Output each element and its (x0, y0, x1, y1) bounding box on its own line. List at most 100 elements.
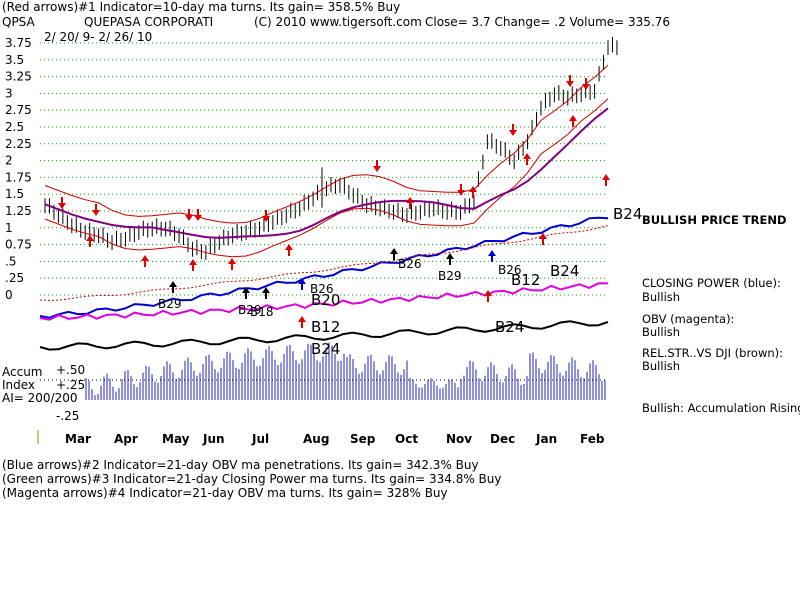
signal-b12-b: B12 (511, 271, 541, 289)
trend-dotted (39, 224, 609, 301)
y-tick-label: 1.25 (5, 204, 32, 218)
signal-b24-c: B24 (495, 318, 525, 336)
ticker-symbol: QPSA (2, 15, 35, 29)
month-label: Jun (202, 432, 225, 446)
month-label: Oct (395, 432, 418, 446)
signal-b26-b: B26 (310, 282, 334, 296)
buy-arrow (523, 153, 531, 165)
y-tick-label: 2.5 (5, 120, 24, 134)
y-tick-label: 0.75 (5, 238, 32, 252)
closing-power-title: CLOSING POWER (blue): (642, 276, 781, 290)
indicator-lines (39, 64, 609, 351)
close-change-volume: Close= 3.7 Change= .2 Volume= 335.76 (425, 15, 671, 29)
signal-b24-d: B24 (550, 262, 580, 280)
month-label: Feb (580, 432, 605, 446)
indicator-3-caption: (Green arrows)#3 Indicator=21-day Closin… (2, 472, 502, 486)
rel-strength-value: Bullish (642, 359, 681, 373)
indicator-2-caption: (Blue arrows)#2 Indicator=21-day OBV ma … (2, 458, 479, 472)
sell-arrow (566, 75, 574, 87)
price-chart: 3.75 3.5 3.25 3 2.75 2.5 2.25 2 1.75 1.5 1.25 1 0.75… (5, 36, 618, 446)
signal-b29-c: B29 (238, 303, 262, 317)
accum-tick-p50: +.50 (56, 363, 86, 377)
y-tick-label: 2 (5, 154, 13, 168)
signal-b29-a: B29 (438, 269, 462, 283)
accum-index-title: Index (2, 378, 36, 392)
signal-b18: B18 (250, 305, 274, 319)
month-label: May (162, 432, 190, 446)
buy-arrow (189, 259, 197, 271)
buy-arrow (488, 250, 496, 262)
buy-arrow (169, 281, 177, 293)
sell-arrow (457, 184, 465, 196)
signal-arrows (58, 75, 610, 328)
copyright: (C) 2010 www.tigersoft.com (254, 15, 422, 29)
sell-arrow (58, 197, 66, 209)
accum-ai: AI= 200/200 (2, 391, 78, 405)
signal-b29-b: B29 (158, 297, 182, 311)
rel-strength-line (39, 320, 609, 351)
accum-tick-p25: +.25 (56, 378, 86, 392)
signal-b26-c: B26 (498, 263, 522, 277)
moving-average (44, 107, 609, 239)
buy-arrow (86, 235, 94, 247)
buy-arrow (390, 248, 398, 260)
sell-arrow (582, 78, 590, 90)
sell-arrow (185, 209, 193, 221)
rel-strength-title: REL.STR..VS DJI (brown): (642, 346, 784, 360)
month-label: Apr (114, 432, 138, 446)
signal-b24-right: B24 (613, 205, 643, 223)
accumulation-note: Bullish: Accumulation Rising (642, 401, 800, 415)
obv-line (39, 282, 609, 321)
y-tick-label: 3.25 (5, 70, 32, 84)
y-tick-label: 2.75 (5, 103, 32, 117)
month-label: Jul (251, 432, 269, 446)
y-tick-label: 0 (5, 288, 13, 302)
signal-b12-a: B12 (311, 318, 341, 336)
buy-arrow (484, 290, 492, 302)
trend-label: BULLISH PRICE TREND (642, 213, 787, 227)
closing-power-value: Bullish (642, 290, 681, 304)
month-labels: Mar Apr May Jun Jul Aug Sep Oct Nov Dec Jan Feb (37, 430, 605, 446)
buy-arrow (298, 278, 306, 290)
accumulation-bars (40, 342, 608, 400)
accum-tick-m25: -.25 (56, 409, 80, 423)
closing-power-line (39, 216, 609, 319)
date-range: 2/ 20/ 9- 2/ 26/ 10 (44, 30, 153, 44)
y-tick-label: 1 (5, 221, 13, 235)
buy-arrow (262, 287, 270, 299)
buy-arrow (446, 253, 454, 265)
obv-value: Bullish (642, 325, 681, 339)
sell-arrow (509, 124, 517, 136)
buy-arrow (406, 197, 414, 209)
obv-title: OBV (magenta): (642, 312, 735, 326)
month-label: Mar (65, 432, 91, 446)
sell-arrow (262, 210, 270, 222)
buy-arrow (242, 287, 250, 299)
y-tick-label: 3.75 (5, 36, 32, 50)
month-label: Dec (490, 432, 515, 446)
signal-b26-a: B26 (398, 257, 422, 271)
buy-arrow (469, 186, 477, 198)
sell-arrow (373, 160, 381, 172)
buy-arrow (298, 316, 306, 328)
buy-arrow (228, 258, 236, 270)
y-tick-label: .25 (5, 271, 24, 285)
month-label: Sep (350, 432, 376, 446)
buy-arrow (539, 233, 547, 245)
buy-arrow (285, 244, 293, 256)
signal-b20: B20 (311, 291, 341, 309)
month-label: Jan (535, 432, 557, 446)
signal-b24-mid: B24 (311, 340, 341, 358)
y-tick-label: 1.5 (5, 187, 24, 201)
buy-arrow (602, 174, 610, 186)
y-axis-ticks: 3.75 3.5 3.25 3 2.75 2.5 2.25 2 1.75 1.5 1.25 1 0.75… (5, 36, 32, 302)
sell-arrow (194, 209, 202, 221)
lower-band (44, 98, 609, 258)
accum-title: Accum (2, 365, 43, 379)
sell-arrow (92, 204, 100, 216)
buy-arrow (141, 255, 149, 267)
y-tick-label: 3 (5, 86, 13, 100)
y-tick-label: 3.5 (5, 53, 24, 67)
indicator-1-caption: (Red arrows)#1 Indicator=10-day ma turns… (2, 0, 401, 14)
indicator-4-caption: (Magenta arrows)#4 Indicator=21-day OBV … (2, 486, 448, 500)
